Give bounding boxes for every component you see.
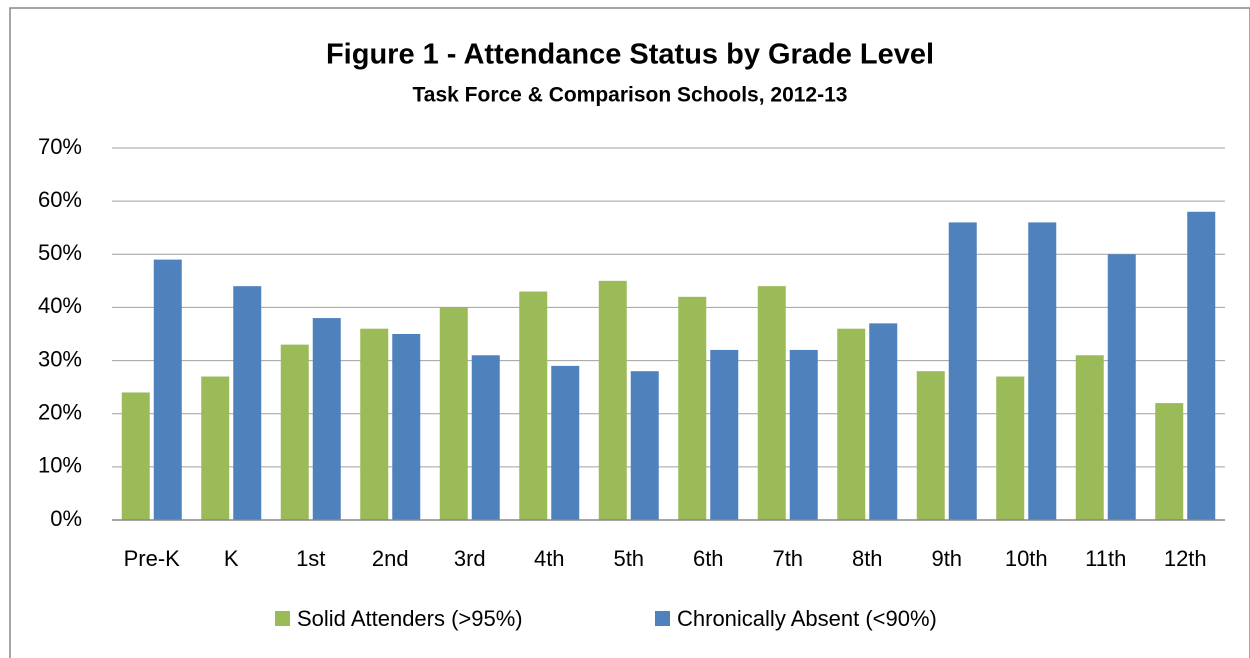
bar xyxy=(439,307,468,520)
bar xyxy=(1028,222,1057,520)
chart-subtitle: Task Force & Comparison Schools, 2012-13 xyxy=(413,84,848,107)
x-tick-label: 11th xyxy=(1085,546,1126,571)
bar xyxy=(121,392,150,520)
bar xyxy=(710,349,739,520)
x-tick-label: K xyxy=(224,546,239,571)
x-tick-label: Pre-K xyxy=(124,546,181,571)
chart-title: Figure 1 - Attendance Status by Grade Le… xyxy=(326,39,934,71)
x-tick-label: 5th xyxy=(613,546,644,571)
legend-label: Solid Attenders (>95%) xyxy=(297,606,523,631)
x-tick-label: 8th xyxy=(852,546,883,571)
x-tick-label: 12th xyxy=(1164,546,1207,571)
x-tick-label: 9th xyxy=(931,546,962,571)
bar xyxy=(392,334,421,520)
bar xyxy=(201,376,230,520)
y-tick-label: 50% xyxy=(38,240,82,265)
x-tick-label: 2nd xyxy=(372,546,409,571)
x-tick-label: 7th xyxy=(772,546,803,571)
bar xyxy=(153,259,182,520)
bar xyxy=(551,365,580,520)
bar xyxy=(1155,403,1184,520)
bar xyxy=(1075,355,1104,520)
y-tick-label: 40% xyxy=(38,293,82,318)
bar xyxy=(280,344,309,520)
bar xyxy=(519,291,548,520)
bar xyxy=(360,328,389,520)
legend-swatch xyxy=(655,611,670,626)
y-tick-label: 70% xyxy=(38,134,82,159)
x-tick-label: 3rd xyxy=(454,546,486,571)
y-tick-label: 0% xyxy=(50,506,82,531)
bar xyxy=(916,371,945,520)
x-tick-label: 10th xyxy=(1005,546,1048,571)
bar xyxy=(757,286,786,520)
y-tick-label: 10% xyxy=(38,453,82,478)
bar xyxy=(598,280,627,520)
x-tick-label: 4th xyxy=(534,546,565,571)
bar xyxy=(630,371,659,520)
legend-swatch xyxy=(275,611,290,626)
bar xyxy=(471,355,500,520)
bar xyxy=(996,376,1025,520)
y-tick-label: 30% xyxy=(38,346,82,371)
bar xyxy=(1107,254,1136,521)
bar xyxy=(233,286,262,520)
x-tick-label: 1st xyxy=(296,546,325,571)
y-tick-label: 20% xyxy=(38,400,82,425)
y-tick-label: 60% xyxy=(38,187,82,212)
bar xyxy=(869,323,898,520)
bar xyxy=(678,296,707,520)
bar xyxy=(789,349,818,520)
legend-label: Chronically Absent (<90%) xyxy=(677,606,937,631)
bar xyxy=(837,328,866,520)
bar xyxy=(312,318,341,520)
x-tick-label: 6th xyxy=(693,546,724,571)
bar xyxy=(948,222,977,520)
bar xyxy=(1187,211,1216,520)
